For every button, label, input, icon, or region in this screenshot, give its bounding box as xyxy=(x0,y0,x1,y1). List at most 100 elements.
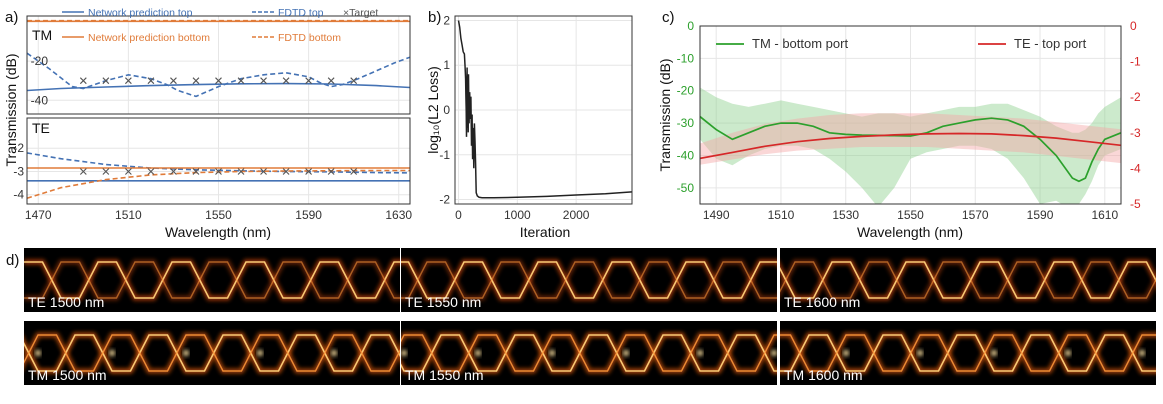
legend-fdtd-bottom: FDTD bottom xyxy=(278,32,341,44)
a-tm-target-marker xyxy=(147,77,155,85)
a-tm-mode-label: TM xyxy=(32,27,52,43)
c-xtick-label: 1610 xyxy=(1091,208,1118,222)
coupling-hotspot xyxy=(843,350,849,356)
c-ytick-left-label: -50 xyxy=(677,181,695,195)
c-xtick-label: 1530 xyxy=(832,208,859,222)
a-tm-target-marker xyxy=(282,77,290,85)
panel-label-c: c) xyxy=(662,9,675,26)
coupling-hotspot xyxy=(331,350,337,356)
c-xtick-label: 1490 xyxy=(703,208,730,222)
c-ytick-left-label: -30 xyxy=(677,116,695,130)
field-map-tile: TM 1600 nm xyxy=(780,321,1156,385)
a-te-target-marker xyxy=(102,168,110,175)
c-ytick-right-label: -1 xyxy=(1130,55,1141,69)
a-te-target-marker xyxy=(79,168,87,175)
coupling-hotspot xyxy=(549,350,555,356)
c-grid xyxy=(700,25,1121,204)
c-tm-bottom-line xyxy=(700,115,1121,183)
b-loss-line xyxy=(457,20,632,199)
a-te-target-marker xyxy=(260,168,267,175)
b-xlabel: Iteration xyxy=(520,224,571,240)
field-map-label: TM 1550 nm xyxy=(405,367,484,383)
a-te-plot-area xyxy=(27,152,410,199)
a-tm-fdtd-top-dashed-line xyxy=(27,52,410,98)
c-ticks: 1490 1510 1530 1550 1570 1590 16100-10-20-30-4… xyxy=(677,19,1141,222)
waveguide-core-b xyxy=(780,334,1156,372)
b-ytick-label: 2 xyxy=(443,13,450,27)
panel-label-a: a) xyxy=(5,9,18,26)
field-map-label: TE 1500 nm xyxy=(28,294,104,310)
field-map-tile: TE 1600 nm xyxy=(780,248,1156,312)
field-map-label: TE 1600 nm xyxy=(784,294,860,310)
a-tm-yticks: -20 -40 xyxy=(31,54,49,107)
legend-target: ×Target xyxy=(343,7,378,19)
waveguide-core-a xyxy=(401,334,777,372)
coupling-hotspot xyxy=(771,350,777,356)
coupling-hotspot xyxy=(1065,350,1071,356)
a-te-ytick-label: -2 xyxy=(13,141,24,155)
c-ytick-left-label: -10 xyxy=(677,51,695,65)
field-map-tile: TM 1500 nm xyxy=(24,321,400,385)
a-xtick-label: 1590 xyxy=(295,208,322,222)
b-ytick-label: -1 xyxy=(439,148,450,162)
a-te-target-marker xyxy=(305,168,313,175)
a-tm-target-marker xyxy=(237,77,245,85)
waveguide-core-a xyxy=(401,261,777,299)
c-xtick-label: 1570 xyxy=(962,208,989,222)
waveguide-core-b xyxy=(24,334,400,372)
field-map-tile: TE 1500 nm xyxy=(24,248,400,312)
coupling-hotspot xyxy=(1139,350,1145,356)
a-tm-ytick-label: -20 xyxy=(31,54,49,68)
a-tm-target-marker xyxy=(192,77,200,85)
a-xtick-label: 1510 xyxy=(115,208,142,222)
legend-tm-bottom: TM - bottom port xyxy=(752,36,848,51)
c-xtick-label: 1590 xyxy=(1027,208,1054,222)
waveguide-core-b xyxy=(401,261,777,299)
a-tm-target-marker xyxy=(124,77,132,85)
waveguide-core-a xyxy=(24,334,400,372)
b-ytick-label: 0 xyxy=(443,103,450,117)
a-te-target-marker xyxy=(237,168,245,175)
a-xlabel: Wavelength (nm) xyxy=(165,224,271,240)
a-tm-target-marker xyxy=(350,77,358,85)
c-ytick-right-label: -2 xyxy=(1130,90,1141,104)
a-te-target-marker xyxy=(282,168,290,175)
c-ytick-left-label: 0 xyxy=(687,19,694,33)
coupling-hotspot xyxy=(109,350,115,356)
field-map-tile: TE 1550 nm xyxy=(401,248,777,312)
a-te-target-marker xyxy=(147,168,155,175)
c-ytick-right-label: -5 xyxy=(1130,197,1141,211)
a-te-target-marker xyxy=(170,168,177,175)
a-te-ytick-label: -3 xyxy=(13,164,24,178)
a-tm-ytick-label: -40 xyxy=(31,93,49,107)
legend-te-top: TE - top port xyxy=(1014,36,1087,51)
field-map-label: TM 1600 nm xyxy=(784,367,863,383)
field-map-label: TE 1550 nm xyxy=(405,294,481,310)
waveguide-core-a xyxy=(24,261,400,299)
a-xticks: 1470 1510 1550 1590 1630 xyxy=(25,208,412,222)
waveguide-core-b xyxy=(780,261,1156,299)
panel-label-b: b) xyxy=(428,9,441,26)
a-tm-target-marker xyxy=(102,77,110,85)
c-frame xyxy=(699,25,1122,205)
legend-fdtd-top: FDTD top xyxy=(278,7,324,19)
c-legend: TM - bottom port TE - top port xyxy=(716,36,1087,51)
b-ylabel: log₁₀(L2 Loss) xyxy=(425,66,441,154)
coupling-hotspot xyxy=(183,350,189,356)
c-ylabel: Transmission (dB) xyxy=(657,58,673,171)
coupling-hotspot xyxy=(257,350,263,356)
c-te-top-line xyxy=(700,132,1121,160)
panel-c: 1490 1510 1530 1550 1570 1590 16100-10-20-30-4… xyxy=(657,19,1141,240)
panel-d: TE 1500 nm TE 1550 nm TE 1600 nm TM 1500 nm… xyxy=(24,248,1156,385)
waveguide-core-b xyxy=(24,261,400,299)
c-tm-band xyxy=(700,87,1121,204)
waveguide-core-b xyxy=(401,334,777,372)
c-ytick-right-label: -3 xyxy=(1130,126,1141,140)
a-te-target-marker xyxy=(327,168,335,175)
panel-label-d: d) xyxy=(6,252,19,269)
b-xtick-label: 0 xyxy=(455,208,462,222)
a-xtick-label: 1550 xyxy=(205,208,232,222)
coupling-hotspot xyxy=(623,350,629,356)
a-te-target-marker xyxy=(124,168,132,175)
